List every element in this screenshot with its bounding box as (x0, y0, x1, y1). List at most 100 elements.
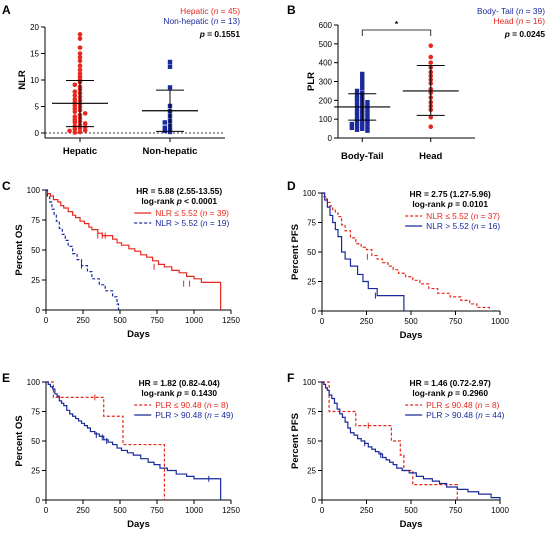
data-point (354, 109, 360, 115)
y-tick-label: 75 (31, 408, 40, 417)
y-tick-label: 300 (319, 78, 333, 87)
data-point (360, 79, 365, 84)
legend-entry-part-2: = 16) (523, 16, 545, 26)
y-tick-label: 0 (35, 129, 40, 138)
data-point (77, 36, 83, 41)
y-axis-label: PLR (306, 72, 317, 91)
data-point (72, 123, 78, 129)
log-rank-p-part-1: p (447, 388, 453, 398)
x-tick-label: 1250 (222, 506, 240, 515)
km-curve (46, 381, 222, 500)
x-tick-label: 750 (150, 316, 164, 325)
data-point (349, 121, 355, 127)
log-rank-p-part-1: p (176, 388, 182, 398)
hazard-ratio: HR = 2.75 (1.27-5.96) (410, 189, 491, 199)
data-point (77, 71, 83, 76)
data-point (82, 111, 88, 116)
y-tick-label: 100 (27, 378, 41, 387)
data-point (365, 120, 370, 126)
legend-entry-part-1: n (474, 211, 479, 221)
log-rank-p-part-2: = 0.1430 (182, 388, 218, 398)
y-axis-label: Percent OS (14, 415, 25, 466)
p-value-part-1: = 0.0245 (510, 29, 546, 39)
y-axis-label: Percent OS (14, 224, 25, 275)
data-point (354, 116, 360, 122)
x-tick-label: 250 (360, 506, 374, 515)
legend-entry: NLR > 5.52 (n = 19) (155, 218, 229, 228)
x-tick-label: 1000 (491, 317, 509, 326)
hazard-ratio: HR = 5.88 (2.55-13.55) (136, 186, 222, 196)
data-point (360, 126, 365, 131)
data-point (428, 114, 434, 120)
data-point (77, 32, 83, 37)
data-point (354, 113, 360, 118)
x-tick-label: 500 (404, 506, 418, 515)
legend-entry-part-0: NLR > 5.52 ( (155, 218, 203, 228)
legend-entry-part-0: Hepatic ( (180, 6, 214, 16)
data-point (167, 129, 173, 135)
data-point (360, 119, 365, 124)
log-rank-p: log-rank p < 0.0001 (141, 196, 217, 206)
x-tick-label: 1250 (222, 316, 240, 325)
legend-entry-part-0: PLR > 90.48 ( (426, 410, 478, 420)
data-point (365, 124, 370, 130)
y-tick-label: 50 (307, 437, 316, 446)
data-point (167, 64, 173, 69)
y-tick-label: 10 (30, 76, 39, 85)
legend-entry: PLR > 90.48 (n = 49) (155, 410, 233, 420)
y-tick-label: 75 (31, 216, 40, 225)
data-point (360, 90, 365, 95)
data-point (360, 122, 365, 128)
legend-entry-part-1: n (478, 400, 483, 410)
legend-entry-part-0: Head ( (494, 16, 519, 26)
data-point (360, 75, 365, 80)
p-value: p = 0.0245 (504, 29, 546, 39)
data-point (349, 125, 355, 131)
log-rank-p: log-rank p = 0.1430 (141, 388, 217, 398)
panel-B: B 0 100 200 300 400 500 600 PLR Body-Tail Head * Bod… (287, 3, 545, 162)
x-tick-label: 0 (44, 506, 49, 515)
y-tick-label: 75 (307, 408, 316, 417)
panel-A: A 0 5 10 15 20 NLR Hepatic Non-hepatic Hepatic (n… (2, 3, 240, 157)
data-point (72, 114, 78, 119)
y-tick-label: 50 (31, 437, 40, 446)
legend-entry-part-0: NLR > 5.52 ( (426, 221, 474, 231)
legend-entry-part-2: = 8) (211, 400, 228, 410)
y-tick-label: 600 (319, 21, 333, 30)
data-point (77, 67, 83, 73)
x-category-label: Non-hepatic (143, 146, 198, 157)
data-point (77, 45, 83, 50)
x-tick-label: 500 (404, 317, 418, 326)
log-rank-p: log-rank p = 0.2960 (412, 388, 488, 398)
y-tick-label: 100 (319, 115, 333, 124)
legend-entry-part-2: = 16) (479, 221, 501, 231)
data-point (67, 128, 72, 134)
y-tick-label: 50 (307, 248, 316, 257)
log-rank-p-part-0: log-rank (141, 388, 176, 398)
y-tick-label: 500 (319, 40, 333, 49)
legend-entry: NLR > 5.52 (n = 16) (426, 221, 500, 231)
km-curve (46, 381, 165, 500)
data-point (365, 103, 370, 109)
data-point (365, 111, 370, 116)
legend-entry: Hepatic (n = 45) (180, 6, 240, 16)
legend-entry: Head (n = 16) (494, 16, 546, 26)
legend-entry-part-1: n (478, 410, 483, 420)
y-tick-label: 25 (307, 467, 316, 476)
legend-entry: Non-hepatic (n = 13) (163, 16, 240, 26)
panel-E: E 0 25 50 75 100 Percent OS 0 250 500 750 1000 1250 D… (2, 371, 240, 530)
km-curve (322, 381, 458, 500)
data-point (428, 60, 434, 65)
data-point (162, 125, 167, 130)
log-rank-p-part-0: log-rank (141, 196, 176, 206)
x-tick-label: 0 (320, 506, 325, 515)
data-point (72, 96, 78, 102)
log-rank-p-part-2: = 0.2960 (453, 388, 489, 398)
legend-entry-part-2: = 13) (218, 16, 240, 26)
legend-entry-part-2: = 39) (523, 6, 545, 16)
x-category-label: Body-Tail (341, 151, 384, 162)
y-tick-label: 100 (303, 378, 317, 387)
hazard-ratio: HR = 1.46 (0.72-2.97) (410, 378, 491, 388)
data-point (77, 63, 83, 68)
p-value: p = 0.1551 (199, 29, 241, 39)
